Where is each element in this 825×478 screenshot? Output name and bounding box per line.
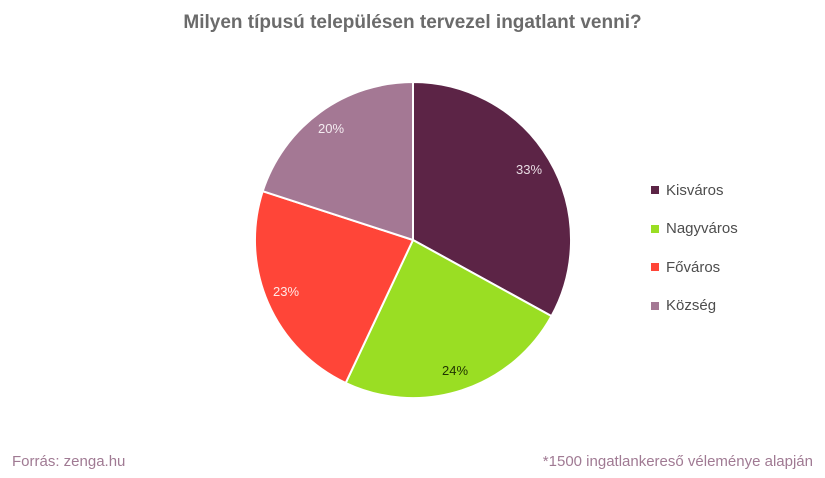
label-kisvaros: 33% xyxy=(516,162,542,177)
label-kozseg: 20% xyxy=(318,121,344,136)
legend-swatch-icon xyxy=(651,301,659,310)
slice-fovaros xyxy=(253,190,414,384)
sample-note: *1500 ingatlankereső véleménye alapján xyxy=(542,453,813,470)
chart-title: Milyen típusú településen tervezel ingat… xyxy=(183,12,642,33)
legend-swatch-icon xyxy=(651,263,659,272)
legend-label: Kisváros xyxy=(666,181,724,199)
label-nagyvaros: 24% xyxy=(442,363,468,378)
legend: Kisváros Nagyváros Főváros Község xyxy=(651,171,738,325)
source-note: Forrás: zenga.hu xyxy=(12,453,126,470)
legend-label: Főváros xyxy=(666,258,721,276)
legend-label: Nagyváros xyxy=(666,220,738,238)
legend-swatch-icon xyxy=(651,224,659,233)
slice-kisvaros xyxy=(412,81,573,318)
legend-item-nagyvaros[interactable]: Nagyváros xyxy=(651,210,738,249)
legend-item-fovaros[interactable]: Főváros xyxy=(651,248,738,287)
legend-item-kozseg[interactable]: Község xyxy=(651,287,738,326)
legend-label: Község xyxy=(666,297,717,315)
legend-item-kisvaros[interactable]: Kisváros xyxy=(651,171,738,210)
slice-nagyvaros xyxy=(344,239,553,400)
label-fovaros: 23% xyxy=(273,284,299,299)
legend-swatch-icon xyxy=(651,186,659,195)
slice-kozseg xyxy=(261,81,414,241)
